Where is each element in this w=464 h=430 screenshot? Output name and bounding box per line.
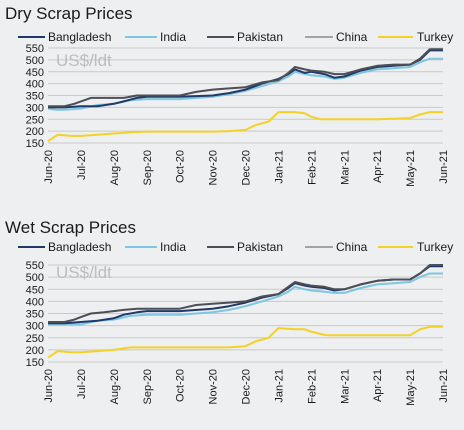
legend-label-turkey: Turkey xyxy=(417,30,453,44)
x-tick-label: Jul-20 xyxy=(76,369,88,399)
legend-label-india: India xyxy=(160,240,186,254)
series-line-turkey xyxy=(47,325,443,359)
x-tick-label: Dec-20 xyxy=(241,369,253,404)
series-line-pakistan xyxy=(48,264,443,323)
x-tick-label: Jun-20 xyxy=(43,369,55,403)
legend-label-china: China xyxy=(336,240,368,254)
legend-label-turkey: Turkey xyxy=(417,240,453,254)
legend-label-china: China xyxy=(336,30,368,44)
y-tick-label: 200 xyxy=(26,345,44,357)
series-lines xyxy=(47,48,443,142)
chart-title: Wet Scrap Prices xyxy=(5,218,137,237)
legend-label-pakistan: Pakistan xyxy=(237,240,283,254)
series-line-india xyxy=(48,272,443,326)
x-tick-label: Aug-20 xyxy=(109,369,121,404)
x-tick-label: Nov-20 xyxy=(208,150,220,185)
y-tick-label: 450 xyxy=(26,284,44,296)
y-tick-label: 450 xyxy=(26,67,44,79)
x-tick-label: Mar-21 xyxy=(339,369,351,404)
series-line-turkey xyxy=(47,111,443,142)
y-tick-label: 500 xyxy=(26,55,44,67)
x-tick-label: Jan-21 xyxy=(273,150,285,184)
x-tick-label: Aug-20 xyxy=(109,150,121,185)
legend-label-india: India xyxy=(160,30,186,44)
chart-title: Dry Scrap Prices xyxy=(5,4,133,23)
x-tick-label: Dec-20 xyxy=(241,150,253,185)
y-tick-label: 200 xyxy=(26,126,44,138)
y-tick-label: 550 xyxy=(26,43,44,55)
x-tick-label: Feb-21 xyxy=(306,369,318,404)
y-tick-label: 250 xyxy=(26,333,44,345)
x-tick-label: Oct-20 xyxy=(175,150,187,183)
y-tick-label: 550 xyxy=(26,260,44,272)
series-lines xyxy=(47,264,443,359)
y-tick-label: 300 xyxy=(26,321,44,333)
legend: Bangladesh India Pakistan China Turkey xyxy=(18,240,453,254)
x-tick-label: Sep-20 xyxy=(142,150,154,185)
y-tick-label: 300 xyxy=(26,102,44,114)
y-tick-label: 350 xyxy=(26,91,44,103)
y-tick-label: 150 xyxy=(26,357,44,369)
series-line-pakistan xyxy=(48,48,443,108)
x-tick-label: Nov-20 xyxy=(208,369,220,404)
x-tick-label: Oct-20 xyxy=(175,369,187,402)
x-tick-label: Feb-21 xyxy=(306,150,318,185)
x-tick-label: Jul-20 xyxy=(76,150,88,180)
x-axis: Jun-20 Jul-20 Aug-20 Sep-20 Oct-20 Nov-20 Dec-… xyxy=(43,150,450,187)
x-tick-label: Jan-21 xyxy=(273,369,285,403)
y-tick-label: 400 xyxy=(26,79,44,91)
x-tick-label: Jun-21 xyxy=(438,150,450,184)
legend-label-pakistan: Pakistan xyxy=(237,30,283,44)
x-tick-label: Apr-21 xyxy=(372,150,384,183)
y-tick-label: 500 xyxy=(26,272,44,284)
x-tick-label: Mar-21 xyxy=(339,150,351,185)
y-tick-label: 400 xyxy=(26,296,44,308)
unit-label: US$/ldt xyxy=(56,263,112,282)
y-tick-label: 150 xyxy=(26,138,44,150)
x-tick-label: May-21 xyxy=(405,150,417,187)
x-axis: Jun-20 Jul-20 Aug-20 Sep-20 Oct-20 Nov-20 Dec-… xyxy=(43,369,450,406)
legend-label-bangladesh: Bangladesh xyxy=(48,240,111,254)
y-tick-label: 250 xyxy=(26,114,44,126)
x-tick-label: Sep-20 xyxy=(142,369,154,404)
gridlines xyxy=(48,264,443,363)
legend: Bangladesh India Pakistan China Turkey xyxy=(18,30,453,44)
dry-scrap-chart: Dry Scrap Prices 150 200 250 300 350 400 450 50… xyxy=(0,0,464,212)
x-tick-label: Jun-21 xyxy=(438,369,450,403)
y-tick-label: 350 xyxy=(26,309,44,321)
x-tick-label: May-21 xyxy=(405,369,417,406)
unit-label: US$/ldt xyxy=(56,51,112,70)
legend-label-bangladesh: Bangladesh xyxy=(48,30,111,44)
wet-scrap-chart: Wet Scrap Prices 150 200 250 300 350 400 450 50… xyxy=(0,214,464,430)
x-tick-label: Apr-21 xyxy=(372,369,384,402)
x-tick-label: Jun-20 xyxy=(43,150,55,184)
